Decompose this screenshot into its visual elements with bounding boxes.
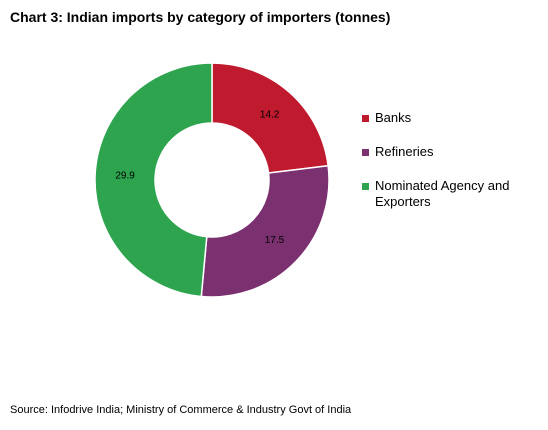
slice-refineries (200, 164, 330, 298)
legend-swatch-refineries (362, 149, 369, 156)
data-label-banks: 14.2 (260, 109, 280, 120)
chart-legend: Banks Refineries Nominated Agency and Ex… (362, 110, 542, 228)
legend-label-refineries: Refineries (375, 144, 434, 159)
legend-item-nominated: Nominated Agency and Exporters (362, 178, 542, 210)
slice-banks (211, 62, 329, 174)
data-label-nominated: 29.9 (115, 171, 135, 182)
legend-item-refineries: Refineries (362, 144, 542, 160)
chart-title: Chart 3: Indian imports by category of i… (10, 9, 391, 25)
legend-label-nominated: Nominated Agency and Exporters (375, 178, 510, 209)
legend-swatch-banks (362, 115, 369, 122)
legend-label-banks: Banks (375, 110, 412, 125)
legend-item-banks: Banks (362, 110, 542, 126)
data-label-refineries: 17.5 (265, 235, 285, 246)
source-note: Source: Infodrive India; Ministry of Com… (10, 404, 352, 416)
slice-nominated (94, 62, 213, 298)
legend-swatch-nominated (362, 183, 369, 190)
